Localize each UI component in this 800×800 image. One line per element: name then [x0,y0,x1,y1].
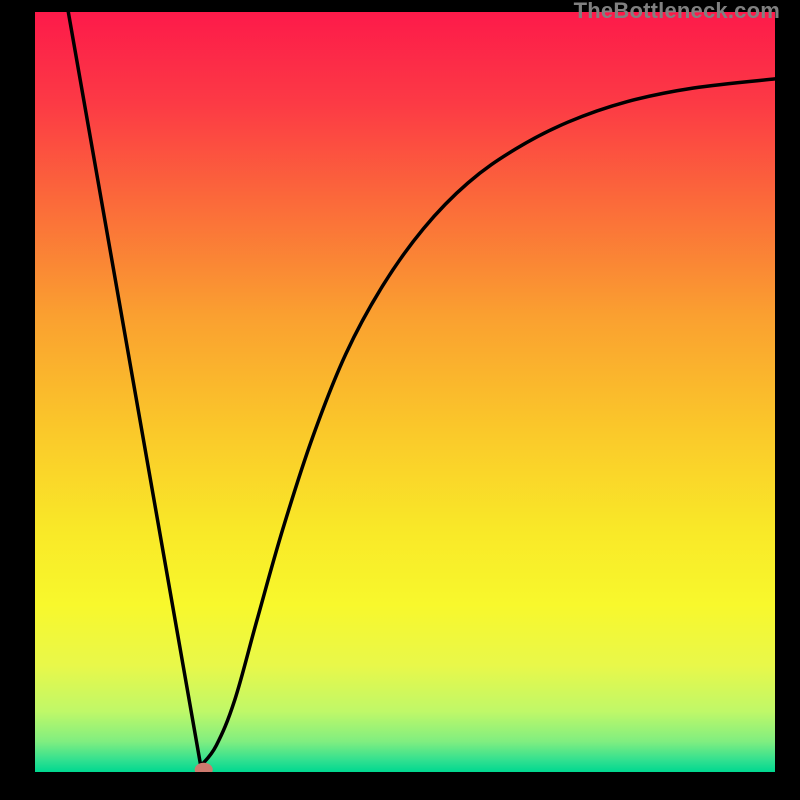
watermark-text: TheBottleneck.com [574,0,780,24]
chart-container: TheBottleneck.com [0,0,800,800]
gradient-background [35,12,775,772]
bottleneck-chart [35,12,775,772]
